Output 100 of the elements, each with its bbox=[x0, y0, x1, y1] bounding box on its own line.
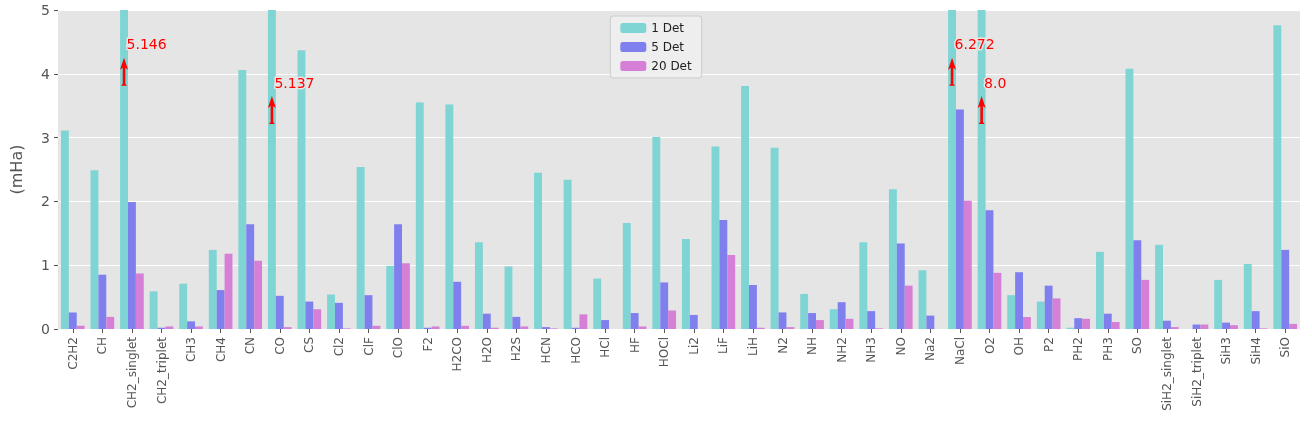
bar bbox=[453, 281, 462, 329]
bar bbox=[896, 243, 905, 329]
annotation: 5.146 bbox=[126, 36, 167, 53]
bar bbox=[638, 326, 647, 329]
x-tick-label: C2H2 bbox=[65, 337, 80, 370]
x-tick-label: NaCl bbox=[952, 337, 967, 366]
bar bbox=[512, 316, 521, 329]
bar bbox=[386, 265, 395, 329]
x-tick-label: Cl2 bbox=[331, 337, 346, 357]
bar bbox=[948, 10, 956, 329]
bar bbox=[1243, 263, 1252, 329]
bar bbox=[254, 260, 263, 329]
y-tick-label: 0 bbox=[41, 321, 50, 337]
x-tick-label: F2 bbox=[420, 337, 435, 352]
x-tick-label: NH bbox=[805, 337, 820, 355]
x-tick-label: CH bbox=[95, 337, 110, 355]
y-tick-label: 3 bbox=[41, 129, 50, 146]
y-tick-label: 2 bbox=[41, 193, 50, 210]
x-tick-label: CH3 bbox=[184, 337, 199, 363]
bar bbox=[1023, 316, 1031, 329]
y-tick-label: 5 bbox=[41, 2, 50, 18]
bar bbox=[534, 172, 542, 329]
bar bbox=[741, 85, 749, 329]
x-tick-label: LiH bbox=[745, 337, 760, 357]
bar bbox=[402, 263, 410, 329]
bar bbox=[394, 224, 403, 329]
bar bbox=[955, 109, 964, 329]
bar bbox=[372, 325, 381, 329]
x-tick-label: ClO bbox=[391, 337, 406, 359]
x-tick-label: SiO bbox=[1278, 337, 1293, 358]
bar bbox=[681, 239, 690, 329]
x-tick-label: SiH2_triplet bbox=[1189, 336, 1204, 407]
y-axis-title: (mHa) bbox=[6, 144, 26, 195]
bar bbox=[652, 136, 661, 329]
x-tick-label: HCl bbox=[598, 337, 613, 358]
bar bbox=[474, 242, 483, 329]
bar bbox=[520, 326, 529, 329]
bar bbox=[1015, 272, 1024, 329]
bar bbox=[1052, 298, 1061, 329]
bar bbox=[829, 309, 838, 329]
bar bbox=[68, 312, 77, 329]
bar bbox=[993, 272, 1002, 329]
x-tick-label: NH2 bbox=[834, 337, 849, 363]
bar bbox=[208, 249, 217, 329]
x-tick-label: Na2 bbox=[923, 337, 938, 361]
bar bbox=[1251, 311, 1260, 329]
bar bbox=[622, 223, 631, 329]
bar bbox=[305, 301, 314, 329]
bar bbox=[76, 325, 85, 329]
bar bbox=[179, 283, 188, 329]
bar bbox=[98, 274, 107, 329]
bar bbox=[1155, 244, 1163, 329]
legend-label: 1 Det bbox=[651, 21, 685, 35]
bar bbox=[719, 219, 728, 329]
x-tick-label: NO bbox=[893, 337, 908, 356]
bar bbox=[808, 313, 817, 329]
bar bbox=[1200, 324, 1209, 329]
bar bbox=[601, 320, 610, 329]
bar bbox=[1103, 313, 1112, 329]
x-tick-label: NH3 bbox=[864, 337, 879, 363]
bar bbox=[748, 284, 757, 329]
x-tick-label: OH bbox=[1012, 337, 1027, 356]
y-tick-label: 1 bbox=[41, 257, 50, 274]
bar bbox=[859, 242, 868, 329]
x-tick-label: CH2_triplet bbox=[154, 336, 169, 405]
bar bbox=[1036, 301, 1045, 329]
bar bbox=[593, 278, 602, 329]
bar bbox=[778, 312, 787, 329]
bar bbox=[267, 10, 276, 329]
y-tick-label: 4 bbox=[41, 65, 51, 82]
x-tick-label: CH4 bbox=[213, 337, 228, 363]
bar bbox=[195, 326, 203, 329]
bar bbox=[1082, 318, 1091, 329]
x-tick-label: N2 bbox=[775, 337, 790, 354]
x-tick-label: Li2 bbox=[686, 337, 701, 355]
bar bbox=[1230, 325, 1238, 329]
bar bbox=[327, 294, 335, 329]
bar bbox=[660, 282, 669, 329]
bar bbox=[1162, 320, 1171, 329]
bar bbox=[689, 314, 698, 329]
x-tick-label: SiH2_singlet bbox=[1159, 336, 1174, 411]
bar bbox=[165, 326, 174, 329]
bar bbox=[1044, 285, 1053, 329]
bar bbox=[800, 293, 809, 329]
bar bbox=[867, 311, 876, 329]
bar bbox=[963, 200, 972, 329]
x-tick-label: SiH3 bbox=[1219, 337, 1234, 365]
bar bbox=[1111, 321, 1120, 329]
x-tick-label: HCN bbox=[538, 337, 553, 364]
x-tick-label: CH2_singlet bbox=[124, 336, 139, 409]
bar bbox=[1141, 279, 1150, 329]
x-tick-label: H2S bbox=[509, 337, 524, 362]
bar bbox=[120, 10, 128, 329]
x-tick-label: HF bbox=[627, 336, 642, 353]
x-tick-label: ClF bbox=[361, 336, 376, 356]
bar bbox=[1074, 318, 1083, 329]
bar bbox=[1222, 322, 1231, 329]
bar bbox=[1281, 249, 1290, 329]
x-tick-label: SO bbox=[1130, 337, 1145, 355]
bar bbox=[334, 302, 343, 329]
